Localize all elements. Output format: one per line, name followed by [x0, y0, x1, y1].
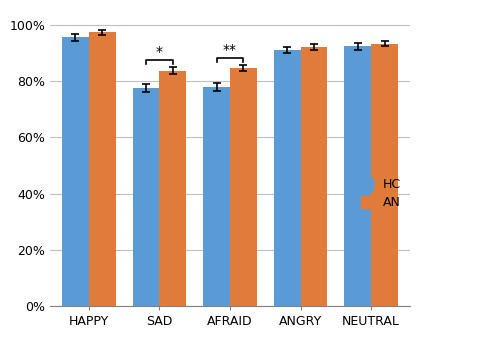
Bar	[62, 37, 89, 306]
Text: *: *	[156, 45, 163, 58]
Bar	[344, 46, 371, 306]
Text: **: **	[223, 43, 237, 57]
Bar	[160, 71, 186, 306]
Legend: HC, AN: HC, AN	[358, 176, 404, 212]
Bar	[371, 44, 398, 306]
Bar	[89, 32, 116, 306]
Bar	[274, 50, 300, 306]
Bar	[230, 68, 257, 306]
Bar	[132, 88, 160, 306]
Bar	[203, 87, 230, 306]
Bar	[300, 47, 328, 306]
